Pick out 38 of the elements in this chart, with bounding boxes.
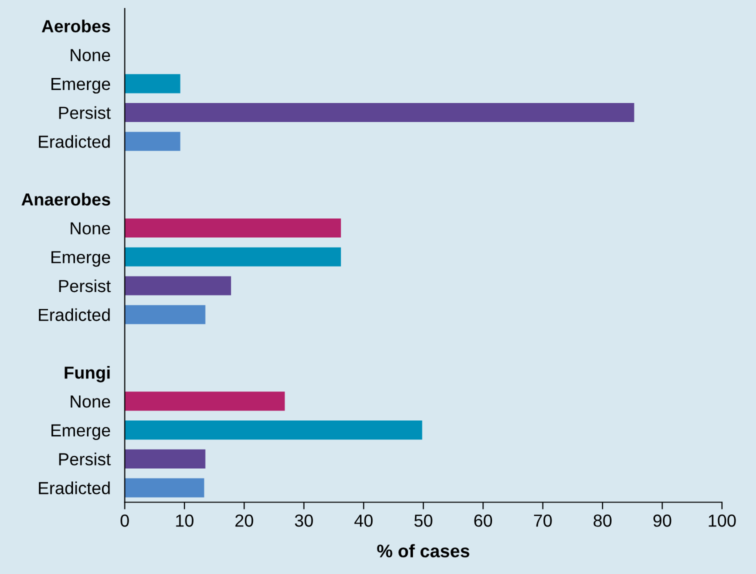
x-tick-label: 50 — [414, 514, 432, 527]
y-tick-label: None — [70, 396, 110, 408]
y-tick-label: Eradicted — [38, 482, 110, 494]
bar — [124, 276, 232, 296]
x-tick-label: 10 — [176, 514, 194, 527]
y-tick-label: Eradicted — [38, 308, 110, 322]
x-tick-label: 100 — [708, 514, 736, 527]
x-tick-label: 80 — [594, 514, 612, 527]
x-tick-label: 70 — [534, 514, 552, 527]
x-axis-title: % of cases — [377, 544, 470, 558]
y-tick-label: Persist — [59, 279, 111, 292]
y-tick-label: Fungi — [64, 366, 110, 382]
x-tick-label: 20 — [235, 514, 254, 527]
y-tick-label: None — [70, 49, 110, 62]
y-tick-label: Emerge — [51, 251, 110, 267]
bar — [124, 247, 341, 266]
y-tick-label: Emerge — [51, 424, 110, 440]
bar — [124, 420, 422, 440]
y-tick-label: Persist — [59, 452, 111, 466]
bar — [124, 478, 204, 498]
bar — [124, 305, 206, 324]
y-tick-label: Persist — [59, 106, 111, 119]
y-tick-label: None — [70, 222, 110, 234]
x-tick-label: 90 — [653, 514, 672, 527]
bar — [124, 449, 206, 468]
x-tick-label: 60 — [474, 514, 492, 527]
x-tick-label: 0 — [120, 514, 129, 527]
bar — [124, 103, 634, 122]
y-tick-label: Aerobes — [42, 20, 110, 32]
bar — [124, 74, 180, 94]
bar — [124, 218, 341, 238]
y-tick-label: Eradicted — [38, 135, 110, 148]
bar — [124, 132, 180, 151]
y-tick-label: Anaerobes — [22, 192, 110, 206]
x-tick-label: 30 — [294, 514, 313, 527]
y-tick-label: Emerge — [51, 78, 110, 94]
bar — [124, 392, 285, 411]
x-tick-label: 40 — [354, 514, 373, 527]
